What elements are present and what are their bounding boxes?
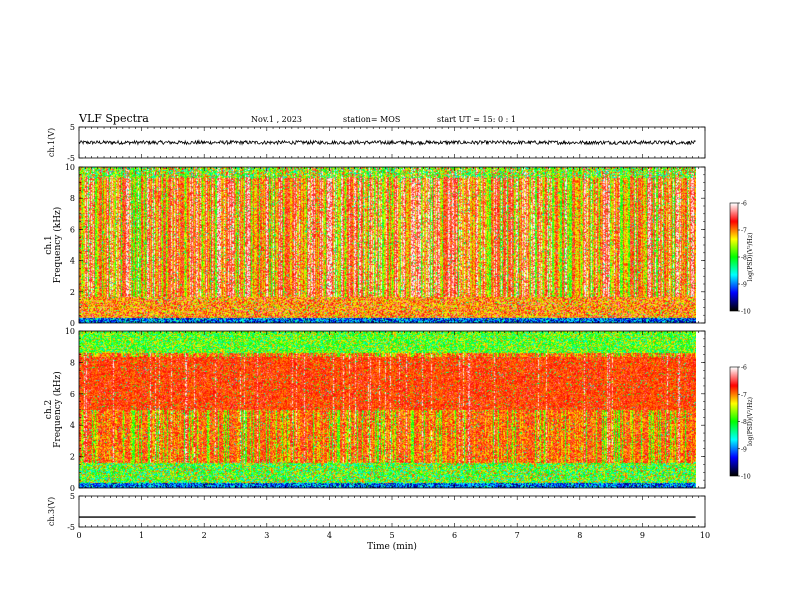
colorbar-tick-label: -7: [741, 228, 747, 235]
date-label: Nov.1 , 2023: [251, 115, 303, 124]
y-tick-label: -5: [67, 154, 75, 163]
x-tick-label: 4: [327, 531, 332, 540]
y-tick-label: 8: [70, 194, 75, 203]
colorbar-tick-label: -9: [741, 282, 747, 289]
x-tick-label: 1: [139, 531, 144, 540]
y-tick-label: 4: [70, 421, 75, 430]
y-tick-label: 10: [65, 327, 75, 336]
y-axis-label: ch.1(V): [47, 128, 56, 157]
y-tick-label: 0: [70, 484, 75, 493]
y-tick-label: 6: [70, 225, 75, 234]
spectrogram-ch1-spectrogram: [79, 167, 696, 323]
waveform-ch1-waveform: [78, 139, 696, 146]
y-tick-label: 6: [70, 390, 75, 399]
x-tick-label: 2: [202, 531, 207, 540]
colorbar-ch1-spectrogram: [730, 203, 738, 311]
spectrogram-images: [79, 167, 738, 488]
panel-frames: [78, 126, 740, 528]
colorbar-tick-label: -8: [741, 419, 747, 426]
x-tick-label: 10: [700, 531, 710, 540]
y-axis-label: ch.2: [44, 400, 54, 419]
y-tick-label: 8: [70, 358, 75, 367]
chart-title: VLF Spectra: [79, 112, 149, 125]
colorbar-tick-label: -9: [741, 446, 747, 453]
colorbar-tick-label: -8: [741, 255, 747, 262]
spectrogram-ch2-spectrogram: [79, 331, 696, 488]
x-tick-label: 9: [640, 531, 645, 540]
colorbar-label: log(PSD)(V²/Hz): [747, 233, 754, 282]
y-axis-label: ch.3(V): [47, 497, 56, 526]
colorbar-tick-label: -6: [741, 201, 747, 208]
y-tick-label: 10: [65, 163, 75, 172]
x-tick-label: 5: [389, 531, 394, 540]
y-axis-label: Frequency (kHz): [52, 207, 63, 284]
y-axis-label: ch.1: [44, 235, 54, 254]
y-tick-label: 2: [70, 288, 75, 297]
x-tick-label: 6: [452, 531, 457, 540]
waveform-traces: [78, 139, 696, 518]
colorbar-tick-label: -10: [741, 309, 751, 316]
x-tick-label: 7: [515, 531, 520, 540]
colorbar-ch2-spectrogram: [730, 367, 738, 476]
y-tick-label: 0: [70, 319, 75, 328]
start-ut-label: start UT = 15: 0 : 1: [437, 115, 516, 124]
x-tick-label: 0: [76, 531, 81, 540]
frame-ch3-waveform: [78, 495, 706, 528]
y-axis-label: Frequency (kHz): [52, 371, 63, 448]
y-tick-label: 5: [70, 492, 75, 501]
axis-text: 5 -5 ch.1(V) -6 -7 -8 -9 -10 log(PSD)(V²/Hz) 0 2 4 6…: [44, 123, 754, 552]
x-tick-label: 3: [264, 531, 269, 540]
y-tick-label: 5: [70, 123, 75, 132]
colorbar-tick-label: -7: [741, 392, 747, 399]
x-tick-label: 8: [577, 531, 582, 540]
colorbar-tick-label: -10: [741, 474, 751, 481]
colorbar-tick-label: -6: [741, 365, 747, 372]
y-tick-label: 4: [70, 257, 75, 266]
y-tick-label: 2: [70, 453, 75, 462]
y-tick-label: -5: [67, 523, 75, 532]
station-label: station= MOS: [343, 115, 401, 124]
colorbar-label: log(PSD)(V²/Hz): [747, 397, 754, 446]
x-axis-label: Time (min): [367, 541, 417, 552]
